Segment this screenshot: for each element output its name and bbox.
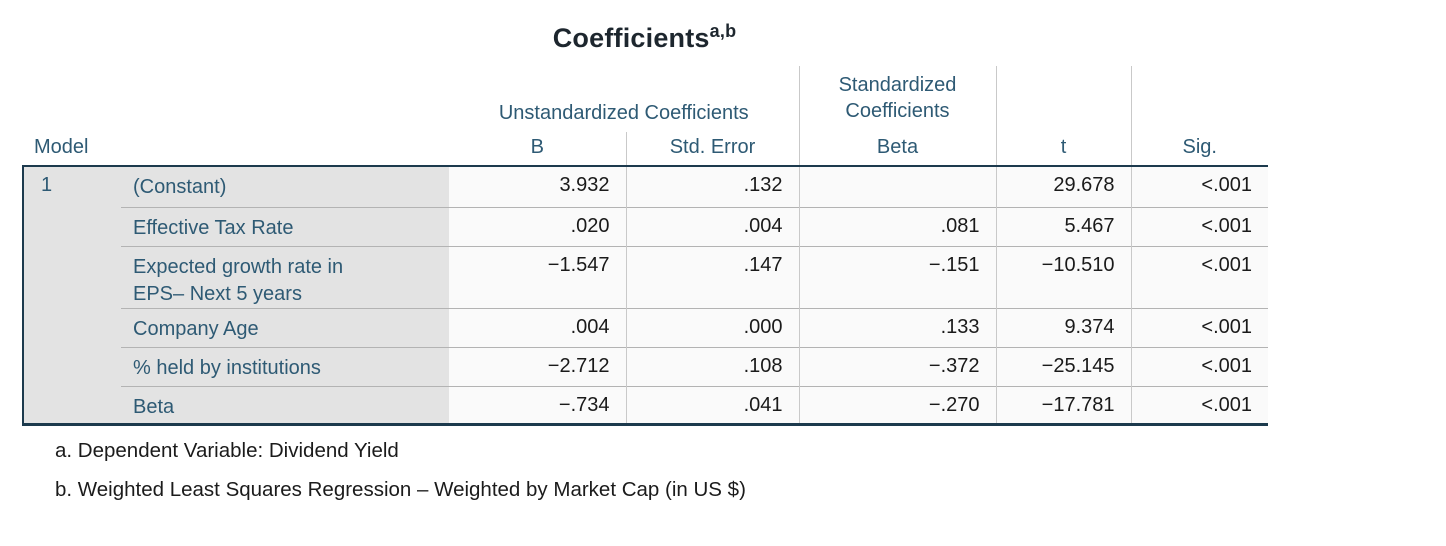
t-value-cell: 5.467 — [995, 206, 1131, 246]
predictor-label-cell: % held by institutions — [121, 346, 449, 386]
column-group-unstandardized-coefficients: Unstandardized Coefficients — [498, 102, 749, 124]
b-value-cell: .004 — [449, 307, 626, 347]
t-value-cell: 9.374 — [995, 307, 1131, 347]
std-error-value-cell: .147 — [625, 245, 799, 308]
predictor-label-cell: Beta — [121, 385, 449, 426]
b-value-cell: −.734 — [449, 385, 626, 426]
beta-value-cell: .081 — [798, 206, 996, 246]
column-header-std-error: Std. Error — [625, 132, 799, 166]
t-value-cell: −10.510 — [995, 245, 1131, 308]
predictor-label-cell: Effective Tax Rate — [121, 206, 449, 246]
t-value-cell: 29.678 — [995, 165, 1131, 207]
beta-value-cell — [798, 165, 996, 207]
table-row: % held by institutions −2.712 .108 −.372… — [23, 346, 1268, 386]
column-header-predictor-spacer — [121, 66, 449, 166]
std-error-value-cell: .108 — [625, 346, 799, 386]
predictor-label-cell: Company Age — [121, 307, 449, 347]
coefficients-table: Model Unstandardized Coefficients Standa… — [22, 66, 1268, 426]
std-error-value-cell: .000 — [625, 307, 799, 347]
model-number-cell: 1 — [22, 165, 121, 426]
beta-value-cell: −.270 — [798, 385, 996, 426]
table-row: Beta −.734 .041 −.270 −17.781 <.001 — [23, 385, 1268, 426]
header-row-stats: B Std. Error Beta — [23, 132, 1268, 166]
footnote-b: b. Weighted Least Squares Regression – W… — [55, 477, 746, 501]
table-row: Expected growth rate in EPS– Next 5 year… — [23, 245, 1268, 308]
header-row-groups: Model Unstandardized Coefficients Standa… — [23, 66, 1268, 166]
column-header-beta: Beta — [798, 132, 996, 166]
column-group-standardized-coefficients: Standardized Coefficients — [798, 66, 996, 132]
beta-value-cell: −.151 — [798, 245, 996, 308]
column-header-b: B — [530, 136, 544, 158]
b-value-cell: 3.932 — [449, 165, 626, 207]
beta-value-cell: −.372 — [798, 346, 996, 386]
column-header-model: Model — [34, 136, 89, 158]
spss-output-region: Coefficientsa,b Model Unstandardized Coe… — [22, 0, 1268, 517]
b-value-cell: −2.712 — [449, 346, 626, 386]
predictor-label-cell: Expected growth rate in EPS– Next 5 year… — [121, 245, 449, 308]
table-body: 1 (Constant) 3.932 .132 29.678 <.001 Eff… — [22, 165, 1268, 426]
column-header-sig: Sig. — [1130, 66, 1268, 166]
std-error-value-cell: .041 — [625, 385, 799, 426]
std-error-value-cell: .004 — [625, 206, 799, 246]
table-title: Coefficientsa,b — [22, 22, 1267, 54]
table-header: Model Unstandardized Coefficients Standa… — [23, 66, 1268, 166]
table-row: Effective Tax Rate .020 .004 .081 5.467 … — [23, 206, 1268, 246]
table-footnotes: a. Dependent Variable: Dividend Yield b.… — [55, 439, 1267, 502]
b-value-cell: −1.547 — [449, 245, 626, 308]
b-value-cell: .020 — [449, 206, 626, 246]
sig-value-cell: <.001 — [1130, 307, 1268, 347]
sig-value-cell: <.001 — [1130, 165, 1268, 207]
table-row: Company Age .004 .000 .133 9.374 <.001 — [23, 307, 1268, 347]
t-value-cell: −17.781 — [995, 385, 1131, 426]
predictor-label-cell: (Constant) — [121, 165, 449, 207]
sig-value-cell: <.001 — [1130, 346, 1268, 386]
column-header-t: t — [995, 66, 1131, 166]
sig-value-cell: <.001 — [1130, 245, 1268, 308]
beta-value-cell: .133 — [798, 307, 996, 347]
table-title-superscript: a,b — [709, 21, 737, 41]
t-value-cell: −25.145 — [995, 346, 1131, 386]
std-error-value-cell: .132 — [625, 165, 799, 207]
sig-value-cell: <.001 — [1130, 206, 1268, 246]
table-row: 1 (Constant) 3.932 .132 29.678 <.001 — [22, 165, 1268, 426]
sig-value-cell: <.001 — [1130, 385, 1268, 426]
footnote-a: a. Dependent Variable: Dividend Yield — [55, 438, 399, 462]
table-title-text: Coefficients — [552, 23, 710, 53]
